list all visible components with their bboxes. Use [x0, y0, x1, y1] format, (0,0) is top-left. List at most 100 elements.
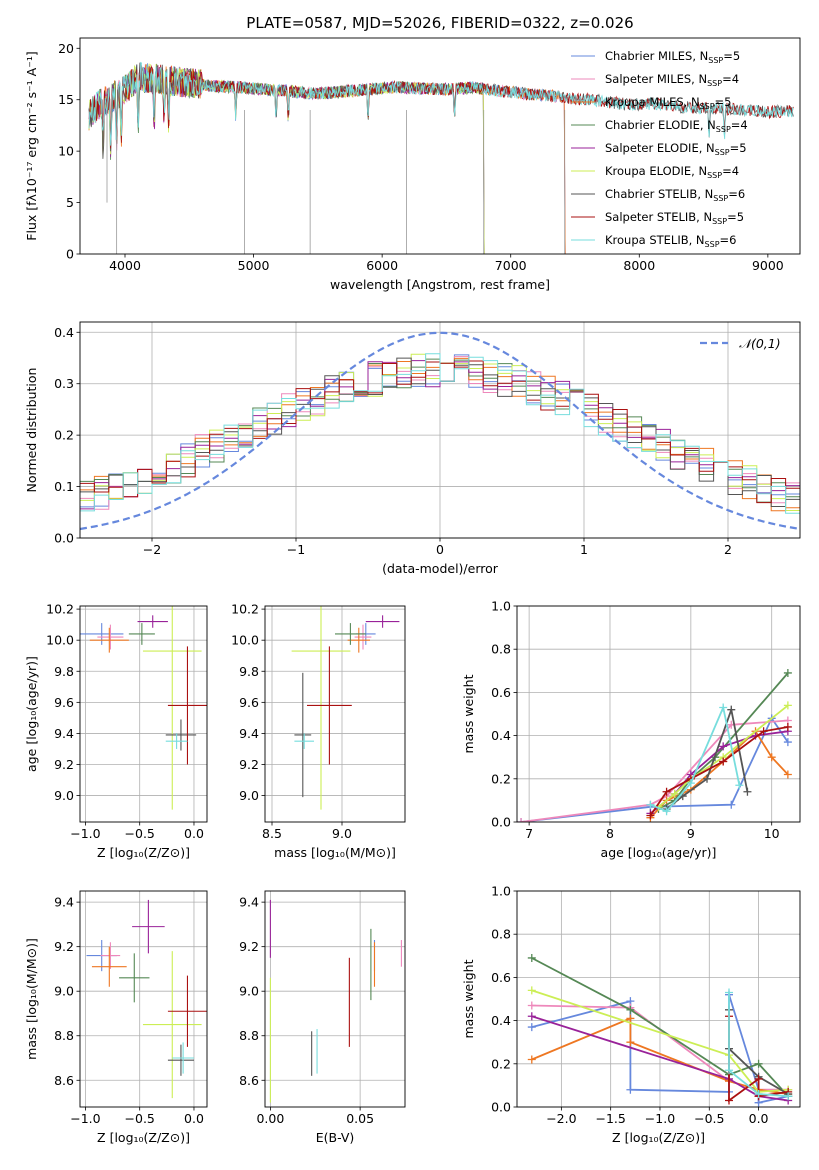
x-tick-label: −2 — [143, 542, 161, 557]
x-tick-label: −1.0 — [70, 826, 100, 841]
x-tick-label: 0 — [436, 542, 444, 557]
weight-point — [527, 1055, 536, 1064]
chart-title: PLATE=0587, MJD=52026, FIBERID=0322, z=0… — [246, 14, 633, 32]
y-tick-label: 0.2 — [54, 428, 74, 443]
legend-label: Salpeter MILES, NSSP=4 — [605, 72, 739, 88]
plot-age-vs-Z: −1.0 −0.5 0.0 9.0 9.2 9.4 9.6 9.8 10.0 10.2 Z [log… — [24, 602, 208, 860]
x-tick-label: 8.5 — [262, 826, 282, 841]
legend-text: Kroupa ELODIE, N — [605, 164, 707, 178]
legend-label: Chabrier MILES, NSSP=5 — [605, 49, 740, 65]
y-tick-label: 8.8 — [239, 1028, 259, 1043]
y-tick-label: 9.4 — [239, 726, 259, 741]
legend-suffix: =6 — [728, 187, 745, 201]
y-tick-label: 0.6 — [491, 970, 511, 985]
y-tick-label: 9.8 — [239, 664, 259, 679]
weight-point — [719, 757, 728, 766]
y-tick-label: 0.8 — [491, 927, 511, 942]
y-tick-label: 1.0 — [491, 599, 511, 614]
legend-text: Salpeter MILES, N — [605, 72, 707, 86]
weight-point — [727, 800, 736, 809]
y-tick-label: 9.0 — [54, 984, 74, 999]
legend-label: Chabrier ELODIE, NSSP=4 — [605, 118, 748, 134]
x-tick-label: 5000 — [238, 258, 270, 273]
y-tick-label: 0 — [66, 247, 74, 262]
x-tick-label: 9 — [687, 826, 695, 841]
weight-point — [517, 818, 526, 822]
y-tick-label: 0.8 — [491, 642, 511, 657]
plot-frame — [79, 890, 208, 1108]
weight-point — [743, 787, 752, 796]
plot-frame — [79, 37, 801, 255]
grid-mass-vs-EBV — [265, 891, 405, 1107]
y-tick-label: 9.0 — [239, 984, 259, 999]
x-tick-label: −1.0 — [70, 1111, 100, 1126]
legend-suffix: =5 — [723, 49, 740, 63]
x-tick-label: 9.0 — [332, 826, 352, 841]
marks-age-vs-mass — [291, 606, 400, 810]
plot-age-vs-mass: 8.5 9.0 9.0 9.2 9.4 9.6 9.8 10.0 10.2 mass [log₁₀… — [231, 602, 406, 860]
y-tick-label: 5 — [66, 195, 74, 210]
y-tick-label: 10.2 — [231, 602, 259, 617]
plot-weight-vs-age: 7 8 9 10 0.0 0.2 0.4 0.6 0.8 1.0 age [log₁₀(age/yr… — [461, 599, 801, 860]
weight-series — [728, 992, 789, 1098]
plot-residuals: −2 −1 0 1 2 0.0 0.1 0.2 0.3 0.4 (data-model)/error… — [24, 321, 801, 576]
weight-point — [626, 1038, 635, 1047]
marks-spectrum — [88, 61, 794, 254]
weight-point — [626, 1005, 635, 1014]
legend-suffix: =4 — [731, 118, 748, 132]
y-tick-label: 10.0 — [231, 633, 259, 648]
legend-suffix: =5 — [730, 141, 747, 155]
weight-point — [754, 1090, 763, 1099]
x-tick-label: −0.5 — [694, 1111, 724, 1126]
x-tick-label: 0.0 — [749, 1111, 769, 1126]
y-tick-label: 0.4 — [54, 325, 74, 340]
weight-point — [527, 1012, 536, 1021]
legend-subscript: SSP — [700, 102, 715, 111]
plot-frame — [264, 890, 406, 1108]
y-axis-label: age [log₁₀(age/yr)] — [24, 656, 39, 772]
legend-label: Salpeter ELODIE, NSSP=5 — [605, 141, 747, 157]
axes-residuals: −2 −1 0 1 2 0.0 0.1 0.2 0.3 0.4 (data-model)/error… — [24, 321, 801, 576]
weight-series — [649, 726, 789, 817]
weight-point — [626, 1085, 635, 1094]
plot-frame — [79, 321, 801, 539]
y-tick-label: 10.0 — [46, 633, 74, 648]
weight-point — [783, 770, 792, 779]
plot-weight-vs-Z: −2.0 −1.5 −1.0 −0.5 0.0 0.0 0.2 0.4 0.6 0.8 1.0 Z [… — [461, 884, 801, 1145]
y-tick-label: 8.6 — [54, 1073, 74, 1088]
y-axis-label: Flux [fλ10⁻¹⁷ erg cm⁻² s⁻¹ A⁻¹] — [24, 51, 39, 240]
weight-point — [527, 986, 536, 995]
weight-point — [783, 738, 792, 747]
legend-suffix: =5 — [715, 95, 732, 109]
x-tick-label: 0.0 — [184, 1111, 204, 1126]
x-tick-label: 4000 — [109, 258, 141, 273]
axes-spectrum: PLATE=0587, MJD=52026, FIBERID=0322, z=0… — [24, 14, 801, 292]
x-axis-label: Z [log₁₀(Z/Z⊙)] — [612, 1130, 705, 1145]
legend-label: Kroupa STELIB, NSSP=6 — [605, 233, 736, 249]
legend-label: 𝒩(0,1) — [739, 336, 781, 351]
y-tick-label: 0.4 — [491, 1013, 511, 1028]
weight-point — [754, 1059, 763, 1068]
spectrum-line — [88, 61, 794, 146]
y-tick-label: 0.2 — [491, 1056, 511, 1071]
legend-subscript: SSP — [707, 79, 722, 88]
legend-subscript: SSP — [707, 171, 722, 180]
x-axis-label: (data-model)/error — [382, 561, 499, 576]
x-tick-label: 7 — [525, 826, 533, 841]
grid-weight-vs-age — [517, 605, 800, 823]
y-tick-label: 20 — [58, 41, 74, 56]
x-tick-label: 9000 — [752, 258, 784, 273]
weight-point — [686, 779, 695, 788]
weight-point — [626, 1014, 635, 1023]
y-axis-label: mass [log₁₀(M/M⊙)] — [24, 938, 39, 1060]
legend-suffix: =5 — [727, 210, 744, 224]
x-axis-label: E(B-V) — [316, 1130, 355, 1145]
x-tick-label: 0.05 — [346, 1111, 374, 1126]
y-tick-label: 10 — [58, 144, 74, 159]
weight-point — [767, 753, 776, 762]
y-tick-label: 9.4 — [54, 895, 74, 910]
plot-mass-vs-EBV: 0.00 0.05 8.6 8.8 9.0 9.2 9.4 E(B-V) — [239, 890, 406, 1145]
x-tick-label: 7000 — [495, 258, 527, 273]
marks-mass-vs-Z — [86, 899, 207, 1099]
weight-point — [662, 807, 671, 816]
